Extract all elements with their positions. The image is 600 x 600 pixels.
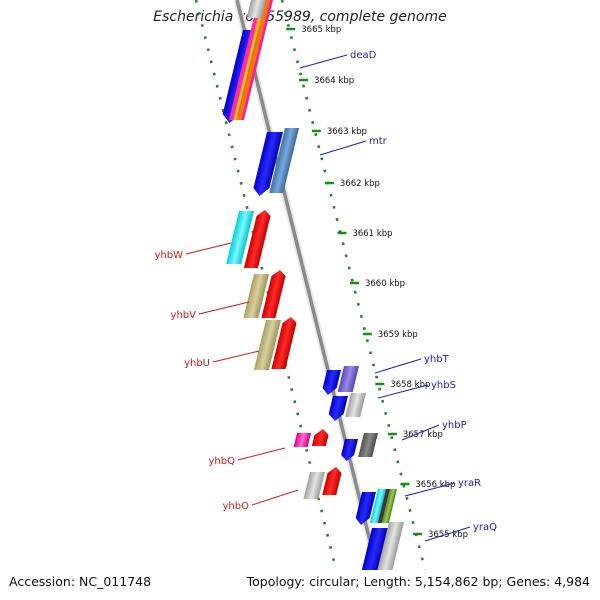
- gene-feature: [261, 270, 286, 318]
- gene-label[interactable]: yhbW: [155, 250, 184, 261]
- gc-skew-track-right: [280, 0, 427, 570]
- gene-feature: [322, 370, 341, 395]
- genome-map: 3665 kbp 3664 kbp 3663 kbp 3662 kbp 3661 kbp…: [155, 0, 497, 570]
- gene-feature: [246, 0, 266, 18]
- leader-line: [319, 140, 367, 156]
- label-leader-lines: [185, 54, 471, 542]
- tick-label: 3662 kbp: [340, 179, 380, 189]
- gene-feature: [243, 210, 271, 268]
- gene-feature: [322, 467, 342, 495]
- leader-line: [404, 482, 456, 497]
- gene-feature: [358, 433, 378, 457]
- gene-label[interactable]: yhbO: [223, 501, 250, 512]
- gene-label[interactable]: yhbS: [431, 380, 456, 391]
- gene-feature: [341, 439, 358, 461]
- leader-line: [374, 358, 422, 374]
- forward-strand-genes: [222, 0, 404, 570]
- gene-feature: [311, 429, 329, 446]
- gene-feature: [337, 366, 359, 392]
- leader-line: [401, 424, 440, 441]
- tick-label: 3660 kbp: [365, 279, 405, 289]
- gene-label[interactable]: yhbT: [424, 354, 450, 365]
- gene-feature: [253, 132, 283, 196]
- gene-feature: [345, 393, 366, 417]
- tick-label: 3655 kbp: [428, 530, 468, 540]
- tick-label: 3661 kbp: [352, 229, 392, 239]
- gene-feature: [269, 128, 299, 193]
- leader-line: [251, 489, 299, 506]
- leader-line: [212, 350, 260, 363]
- tick-label: 3665 kbp: [301, 25, 341, 35]
- gene-feature: [369, 489, 397, 523]
- leader-line: [424, 526, 471, 542]
- tick-marks: [286, 27, 422, 536]
- accession-text: Accession: NC_011748: [9, 574, 152, 589]
- forward-gene-labels: deaD mtr yhbT yhbS yhbP yraR yraQ: [350, 50, 497, 533]
- leader-line: [377, 384, 429, 399]
- reverse-gene-labels: yhbW yhbV yhbU yhbQ yhbO: [155, 250, 250, 512]
- gene-label[interactable]: yhbQ: [209, 456, 236, 467]
- gene-feature: [361, 528, 388, 570]
- gene-label[interactable]: yhbP: [442, 420, 467, 431]
- gene-feature: [271, 317, 297, 369]
- leader-line: [237, 447, 286, 461]
- gene-feature: [253, 320, 281, 370]
- tick-label: 3656 kbp: [415, 480, 455, 490]
- tick-label: 3657 kbp: [403, 430, 443, 440]
- tick-label: 3659 kbp: [378, 330, 418, 340]
- tick-label: 3664 kbp: [314, 76, 354, 86]
- gene-feature: [226, 211, 254, 264]
- leader-line: [185, 242, 232, 255]
- gene-feature: [377, 522, 404, 570]
- genome-backbone: [233, 0, 381, 570]
- gene-label[interactable]: yhbV: [171, 310, 197, 321]
- leader-line: [198, 301, 250, 315]
- gene-label[interactable]: deaD: [350, 50, 377, 61]
- reverse-strand-genes: [226, 210, 342, 499]
- gene-feature: [355, 492, 376, 525]
- leader-line: [299, 54, 348, 69]
- gene-feature: [328, 396, 348, 421]
- tick-label: 3658 kbp: [390, 380, 430, 390]
- gene-feature: [293, 433, 311, 447]
- gene-label[interactable]: yhbU: [184, 358, 210, 369]
- genome-stats-text: Topology: circular; Length: 5,154,862 bp…: [246, 574, 590, 589]
- tick-label: 3663 kbp: [327, 127, 367, 137]
- gene-feature: [303, 472, 325, 499]
- map-title: Escherichia coli 55989, complete genome: [153, 9, 447, 25]
- gene-label[interactable]: yraQ: [473, 522, 497, 533]
- gene-feature: [243, 274, 269, 318]
- tick-labels: 3665 kbp 3664 kbp 3663 kbp 3662 kbp 3661 kbp…: [301, 25, 468, 540]
- gene-label[interactable]: mtr: [369, 136, 388, 147]
- gene-label[interactable]: yraR: [458, 478, 481, 489]
- gene-feature: [228, 0, 273, 120]
